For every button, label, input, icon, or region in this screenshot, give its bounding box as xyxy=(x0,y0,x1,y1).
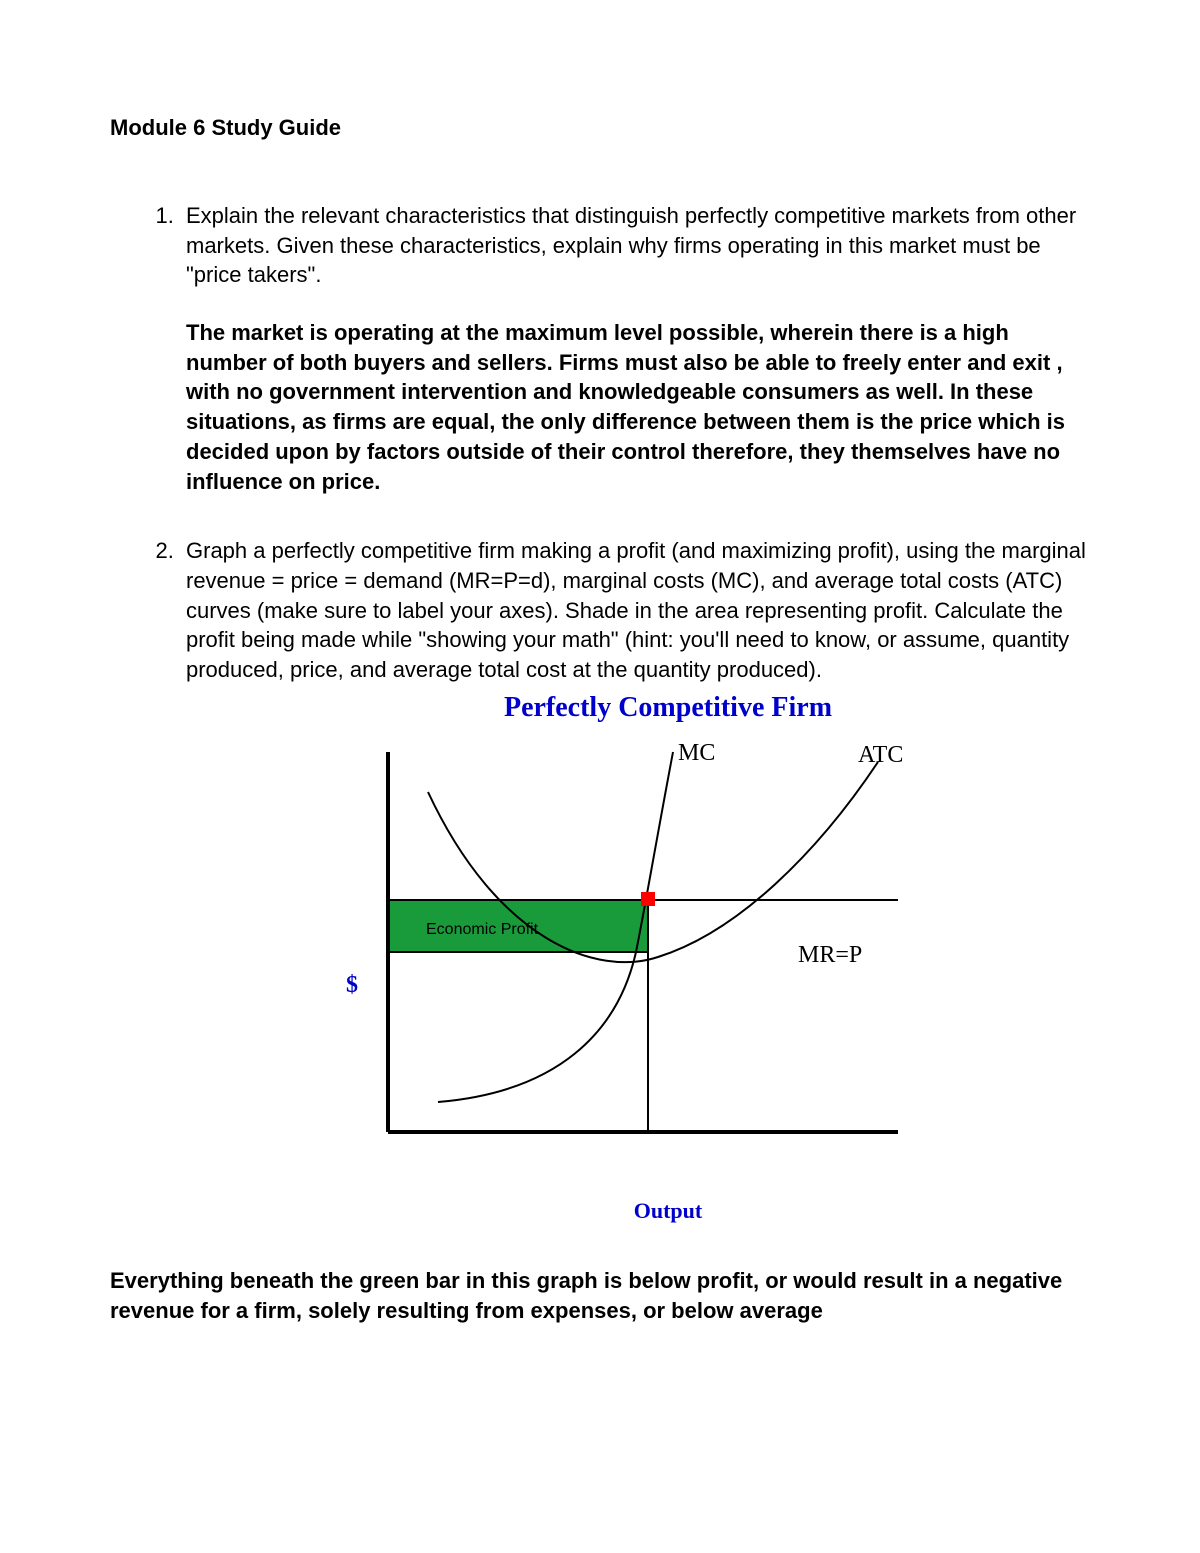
chart-title: Perfectly Competitive Firm xyxy=(246,689,1090,727)
mc-label: MC xyxy=(678,740,715,766)
question-1-answer: The market is operating at the maximum l… xyxy=(186,318,1090,496)
atc-label: ATC xyxy=(858,742,903,768)
economics-chart: MC ATC MR=P Economic Profit $ xyxy=(318,732,958,1172)
chart-container: Perfectly Competitive Firm xyxy=(186,689,1090,1226)
page-title: Module 6 Study Guide xyxy=(110,115,1090,141)
question-list: Explain the relevant characteristics tha… xyxy=(110,201,1090,1226)
question-1: Explain the relevant characteristics tha… xyxy=(180,201,1090,496)
profit-label: Economic Profit xyxy=(426,921,539,938)
question-2-prompt: Graph a perfectly competitive firm makin… xyxy=(186,536,1090,684)
x-axis-label: Output xyxy=(246,1196,1090,1226)
page: Module 6 Study Guide Explain the relevan… xyxy=(0,0,1200,1553)
question-1-prompt: Explain the relevant characteristics tha… xyxy=(186,201,1090,290)
mrp-label: MR=P xyxy=(798,942,862,968)
question-2: Graph a perfectly competitive firm makin… xyxy=(180,536,1090,1226)
closing-text: Everything beneath the green bar in this… xyxy=(110,1266,1090,1325)
y-axis-label: $ xyxy=(346,972,358,998)
equilibrium-marker xyxy=(641,892,655,906)
